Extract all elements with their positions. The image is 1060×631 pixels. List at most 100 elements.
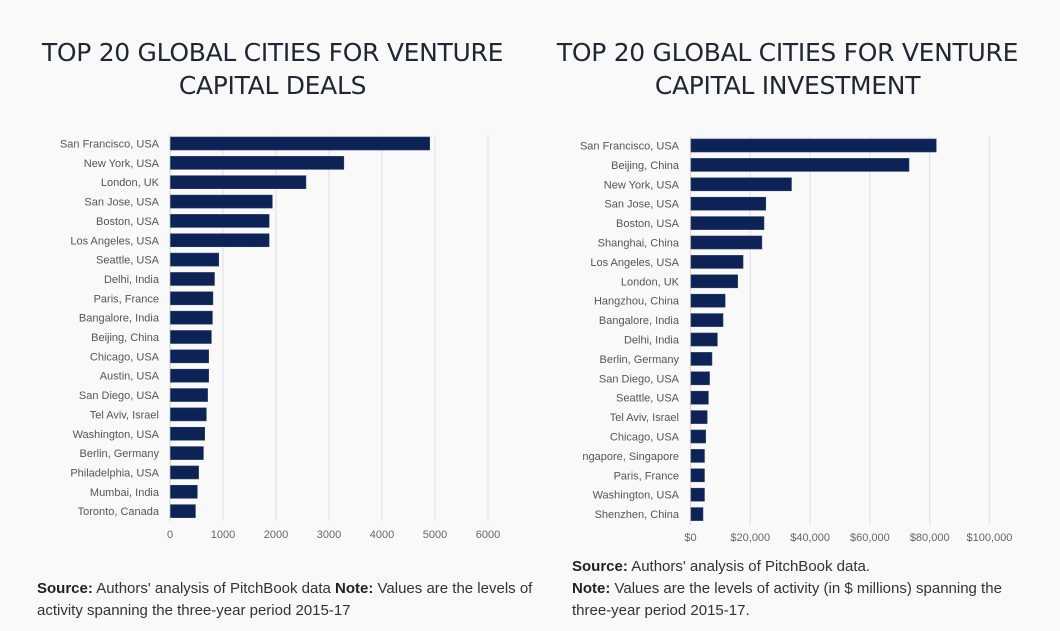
bar	[690, 313, 724, 327]
note-text: Values are the levels of activity spanni…	[37, 580, 533, 619]
category-label: Philadelphia, USA	[70, 467, 159, 479]
category-label: Beijing, China	[91, 332, 160, 344]
category-label: San Francisco, USA	[60, 139, 160, 151]
x-tick-label: 2000	[264, 529, 288, 541]
bar	[170, 446, 204, 460]
category-label: Hangzhou, China	[594, 296, 680, 308]
category-label: Los Angeles, USA	[70, 235, 159, 247]
category-label: Tel Aviv, Israel	[90, 409, 159, 421]
bar	[170, 310, 213, 325]
x-tick-label: $100,000	[967, 532, 1013, 544]
category-label: Beijing, China	[611, 160, 680, 172]
category-label: Austin, USA	[100, 371, 160, 383]
x-tick-label: $60,000	[850, 532, 890, 544]
bar	[170, 465, 199, 480]
category-label: Bangalore, India	[79, 313, 160, 325]
category-label: Boston, USA	[616, 218, 680, 230]
plot-area: 0 1000 2000 3000 4000 5000 6000 San Francisco, …	[60, 135, 500, 541]
x-tick-label: $80,000	[910, 532, 950, 544]
category-label: San Diego, USA	[79, 390, 160, 402]
category-label: Seattle, USA	[616, 393, 680, 405]
category-label: Paris, France	[614, 470, 679, 482]
bar	[690, 235, 763, 250]
category-label: Chicago, USA	[90, 351, 160, 363]
source-text: Authors' analysis of PitchBook data	[92, 580, 336, 597]
category-label: Berlin, Germany	[600, 354, 680, 366]
note-label: Note:	[572, 580, 611, 597]
chart-title-investment: TOP 20 GLOBAL CITIES FOR VENTURE CAPITAL…	[556, 38, 1019, 100]
bar	[170, 504, 196, 518]
bar	[170, 426, 205, 441]
category-label: Toronto, Canada	[78, 506, 160, 518]
category-label: Shanghai, China	[598, 238, 680, 250]
note-label: Note:	[335, 580, 374, 597]
note-text: Values are the levels of activity (in $ …	[572, 580, 1002, 619]
x-tick-label: 6000	[476, 529, 500, 541]
x-tick-label: $20,000	[730, 532, 770, 544]
x-tick-label: 5000	[423, 529, 447, 541]
category-label: Shenzhen, China	[595, 509, 680, 521]
category-label: Chicago, USA	[610, 432, 680, 444]
bar	[690, 177, 792, 192]
category-label: Boston, USA	[96, 216, 160, 228]
plot-area: $0 $20,000 $40,000 $60,000 $80,000 $100,000 Sa…	[580, 136, 1012, 544]
bar	[170, 330, 212, 344]
category-label: San Jose, USA	[604, 199, 679, 211]
category-label: New York, USA	[84, 158, 160, 170]
category-label: Berlin, Germany	[80, 448, 160, 460]
chart-title-deals: TOP 20 GLOBAL CITIES FOR VENTURE CAPITAL…	[41, 38, 504, 100]
bar	[690, 487, 705, 502]
x-tick-label: $40,000	[790, 532, 830, 544]
bar	[690, 410, 708, 424]
x-tick-label: 3000	[317, 529, 341, 541]
bar	[690, 390, 709, 405]
bar	[170, 175, 307, 189]
bar	[690, 449, 705, 463]
bar	[170, 484, 198, 499]
bar	[690, 274, 738, 289]
bar	[690, 216, 765, 230]
bar	[690, 507, 704, 521]
category-label: Mumbai, India	[90, 487, 160, 499]
bar	[170, 233, 270, 248]
category-label: London, UK	[101, 177, 160, 189]
bar	[170, 291, 214, 306]
bar	[170, 136, 430, 151]
bar	[170, 407, 207, 422]
bar	[690, 293, 726, 308]
category-label: Seattle, USA	[96, 255, 160, 267]
bar	[170, 349, 209, 364]
x-tick-label: 4000	[370, 529, 394, 541]
category-label: Delhi, India	[624, 335, 680, 347]
category-label: Bangalore, India	[599, 315, 680, 327]
category-label: San Diego, USA	[599, 373, 680, 385]
bar	[170, 252, 220, 267]
category-label: Los Angeles, USA	[590, 257, 679, 269]
bar	[690, 158, 910, 172]
bar	[170, 194, 273, 209]
x-tick-label: $0	[684, 532, 696, 544]
bar	[690, 255, 744, 269]
x-tick-label: 0	[167, 529, 173, 541]
bar	[170, 272, 215, 286]
x-tick-label: 1000	[211, 529, 235, 541]
category-label: Delhi, India	[104, 274, 160, 286]
bar	[690, 352, 713, 366]
category-label: ngapore, Singapore	[582, 451, 679, 463]
bar	[690, 196, 767, 211]
source-note-investment: Source: Authors' analysis of PitchBook d…	[572, 556, 1042, 622]
bar	[170, 388, 208, 402]
category-label: London, UK	[621, 276, 680, 288]
source-text: Authors' analysis of PitchBook data.	[627, 558, 871, 575]
category-label: New York, USA	[604, 179, 680, 191]
category-label: Tel Aviv, Israel	[610, 412, 679, 424]
bar	[690, 429, 706, 444]
source-note-deals: Source: Authors' analysis of PitchBook d…	[37, 578, 537, 622]
category-label: Washington, USA	[593, 490, 680, 502]
bar	[690, 138, 937, 153]
bar	[690, 332, 718, 347]
category-label: Washington, USA	[73, 429, 160, 441]
bar	[170, 156, 345, 170]
